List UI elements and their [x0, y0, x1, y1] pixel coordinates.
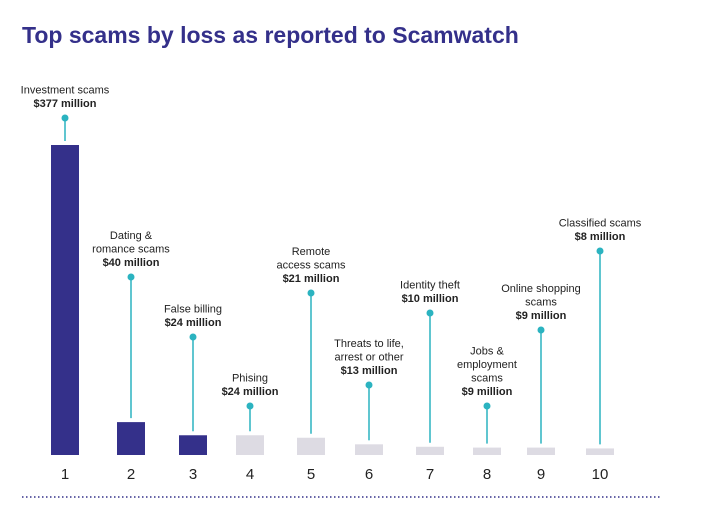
- marker-dot: [365, 381, 373, 389]
- category-name: Classified scams: [559, 217, 642, 229]
- bar: [236, 435, 264, 455]
- value-label: $21 million: [283, 273, 340, 285]
- category-name: Investment scams: [21, 84, 110, 96]
- value-label: $13 million: [341, 365, 398, 377]
- value-label: $9 million: [516, 310, 567, 322]
- x-tick-label: 3: [189, 466, 197, 483]
- x-tick-label: 6: [365, 466, 373, 483]
- marker-dot: [307, 289, 315, 297]
- bar: [179, 435, 207, 455]
- marker-dot: [189, 333, 197, 341]
- category-name: scams: [525, 296, 557, 308]
- category-name: romance scams: [92, 243, 170, 255]
- x-tick-label: 4: [246, 466, 254, 483]
- x-tick-label: 5: [307, 466, 315, 483]
- chart-title: Top scams by loss as reported to Scamwat…: [22, 22, 519, 48]
- marker-dot: [596, 247, 604, 255]
- marker-dot: [537, 326, 545, 334]
- marker-dot: [246, 402, 254, 410]
- bar: [117, 422, 145, 455]
- x-tick-label: 1: [61, 466, 69, 483]
- category-name: Phising: [232, 372, 268, 384]
- category-name: Identity theft: [400, 279, 460, 291]
- x-tick-label: 9: [537, 466, 545, 483]
- category-name: arrest or other: [334, 351, 403, 363]
- value-label: $377 million: [34, 98, 97, 110]
- x-tick-label: 7: [426, 466, 434, 483]
- category-name: Remote: [292, 246, 331, 258]
- x-tick-label: 2: [127, 466, 135, 483]
- value-label: $9 million: [462, 386, 513, 398]
- value-label: $8 million: [575, 231, 626, 243]
- bar: [297, 437, 325, 455]
- category-name: employment: [457, 359, 517, 371]
- marker-dot: [61, 114, 69, 122]
- value-label: $10 million: [402, 293, 459, 305]
- x-tick-label: 10: [592, 466, 609, 483]
- x-tick-label: 8: [483, 466, 491, 483]
- value-label: $40 million: [103, 257, 160, 269]
- category-name: scams: [471, 372, 503, 384]
- category-name: Online shopping: [501, 283, 581, 295]
- bar: [527, 447, 555, 455]
- category-name: Dating &: [110, 230, 153, 242]
- marker-dot: [483, 402, 491, 410]
- category-name: Threats to life,: [334, 338, 404, 350]
- marker-dot: [426, 309, 434, 317]
- bar: [586, 448, 614, 455]
- bar: [51, 145, 79, 455]
- bar: [355, 444, 383, 455]
- category-name: access scams: [276, 259, 346, 271]
- value-label: $24 million: [222, 386, 279, 398]
- value-label: $24 million: [165, 317, 222, 329]
- category-name: Jobs &: [470, 345, 504, 357]
- bar: [416, 446, 444, 455]
- bar: [473, 447, 501, 455]
- marker-dot: [127, 273, 135, 281]
- category-name: False billing: [164, 303, 222, 315]
